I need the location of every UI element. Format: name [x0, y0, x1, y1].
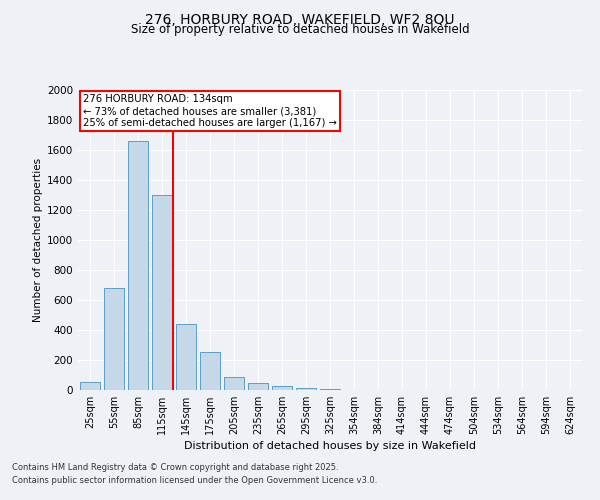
Text: 276 HORBURY ROAD: 134sqm
← 73% of detached houses are smaller (3,381)
25% of sem: 276 HORBURY ROAD: 134sqm ← 73% of detach… [83, 94, 337, 128]
Bar [296, 388, 316, 390]
Text: Size of property relative to detached houses in Wakefield: Size of property relative to detached ho… [131, 22, 469, 36]
Text: Contains public sector information licensed under the Open Government Licence v3: Contains public sector information licen… [12, 476, 377, 485]
Bar [272, 386, 292, 390]
Bar [248, 383, 268, 390]
Bar [104, 288, 124, 390]
Bar [176, 324, 196, 390]
Bar [128, 141, 148, 390]
Text: Contains HM Land Registry data © Crown copyright and database right 2025.: Contains HM Land Registry data © Crown c… [12, 464, 338, 472]
X-axis label: Distribution of detached houses by size in Wakefield: Distribution of detached houses by size … [184, 441, 476, 451]
Bar [200, 352, 220, 390]
Text: 276, HORBURY ROAD, WAKEFIELD, WF2 8QU: 276, HORBURY ROAD, WAKEFIELD, WF2 8QU [145, 12, 455, 26]
Bar [80, 382, 100, 390]
Y-axis label: Number of detached properties: Number of detached properties [33, 158, 43, 322]
Bar [224, 377, 244, 390]
Bar [152, 195, 172, 390]
Bar [320, 389, 340, 390]
